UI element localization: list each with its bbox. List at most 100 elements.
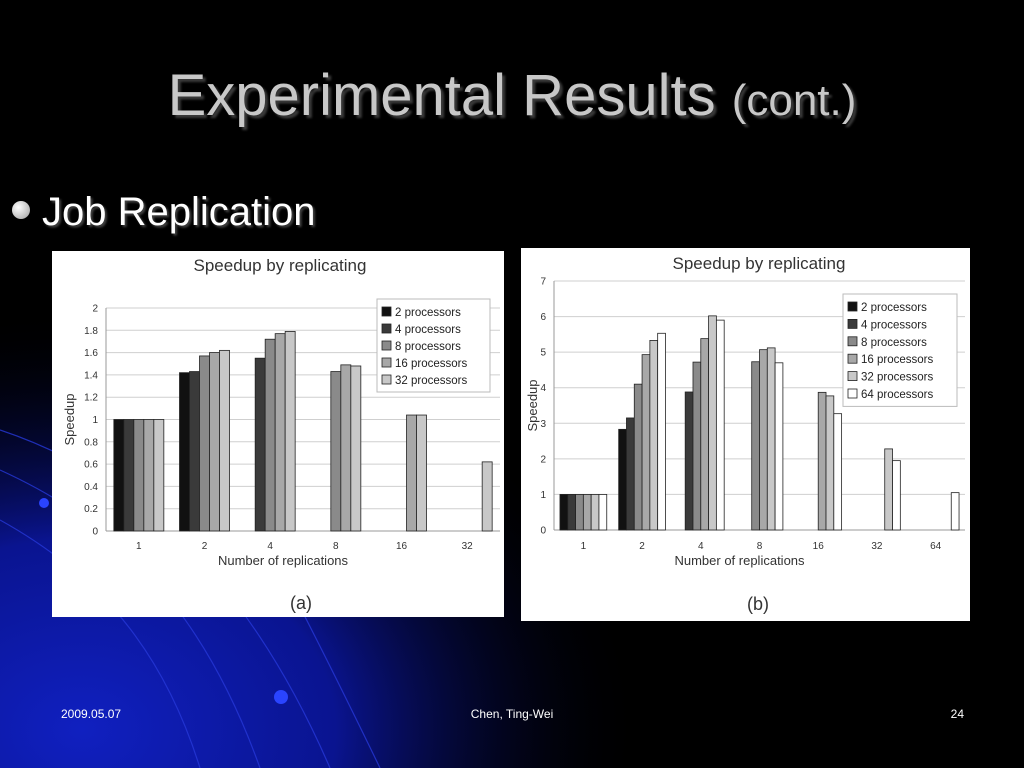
x-tick-label: 16 (396, 541, 408, 552)
bar (330, 371, 342, 532)
bullet-text: Job Replication (42, 190, 316, 234)
bar (708, 315, 717, 531)
y-tick-label: 1 (92, 415, 98, 426)
chart-panel-a: Speedup by replicating 0 0.2 0.4 0.6 0.8 1 1.2 1… (52, 251, 504, 617)
bar (751, 361, 760, 531)
bar (684, 391, 694, 531)
bar (884, 448, 893, 531)
legend-label: 16 processors (861, 354, 933, 366)
bar (143, 419, 155, 532)
slide-title-sub: (cont.) (731, 76, 857, 125)
bar (582, 494, 592, 531)
bar (657, 332, 666, 531)
legend-swatch (381, 306, 392, 317)
bullet-icon (12, 201, 30, 220)
bar (189, 371, 200, 532)
y-tick-label: 5 (540, 348, 546, 359)
bar (618, 428, 627, 531)
y-tick-label: 4 (540, 383, 546, 394)
bar (123, 419, 135, 532)
legend-label: 2 processors (395, 307, 461, 319)
y-tick-label: 0.8 (84, 437, 98, 448)
chart-title: Speedup by replicating (673, 254, 846, 273)
bar (179, 372, 190, 532)
x-tick-label: 2 (639, 541, 645, 552)
legend-swatch (381, 323, 392, 334)
y-tick-label: 1.6 (84, 348, 98, 359)
bar (590, 494, 600, 531)
legend-label: 32 processors (861, 372, 933, 384)
legend-box (842, 293, 958, 407)
x-tick-label: 8 (757, 541, 763, 552)
legend-label: 32 processors (395, 375, 467, 387)
bar (892, 460, 901, 531)
chart-b: Speedup by replicating 0 1 2 3 4 5 6 7 Speedup 1 2 4… (525, 254, 965, 614)
legend-label: 2 processors (861, 302, 927, 314)
bullet-item: Job Replication (12, 190, 316, 235)
x-tick-label: 64 (930, 541, 942, 552)
y-tick-label: 2 (540, 454, 546, 465)
bar (133, 419, 145, 532)
bar (633, 383, 643, 531)
y-tick-label: 1 (540, 490, 546, 501)
y-tick-label: 6 (540, 312, 546, 323)
x-tick-label: 32 (871, 541, 883, 552)
bar (825, 395, 835, 531)
y-tick-label: 0.6 (84, 460, 98, 471)
y-tick-label: 1.8 (84, 326, 98, 337)
y-tick-label: 1.4 (84, 370, 98, 381)
y-axis-label: Speedup (62, 393, 77, 445)
bar (567, 494, 576, 531)
x-tick-label: 1 (136, 541, 142, 552)
x-tick-label: 8 (333, 541, 339, 552)
bar (219, 349, 230, 532)
legend-label: 16 processors (395, 358, 467, 370)
chart-panel-b: Speedup by replicating 0 1 2 3 4 5 6 7 Speedup 1 2 4… (521, 248, 970, 621)
y-tick-label: 3 (540, 419, 546, 430)
y-tick-label: 1.2 (84, 393, 98, 404)
bar (284, 331, 296, 532)
y-axis-label: Speedup (525, 379, 540, 431)
chart-a: Speedup by replicating 0 0.2 0.4 0.6 0.8 1 1.2 1… (62, 256, 500, 613)
bar (406, 414, 417, 532)
bar (700, 338, 709, 531)
bar (113, 419, 125, 532)
legend-label: 4 processors (861, 319, 927, 331)
x-tick-label: 2 (202, 541, 208, 552)
bar (264, 338, 276, 532)
x-axis-label: Number of replications (218, 553, 349, 568)
legend-swatch (847, 371, 858, 381)
y-tick-label: 0 (540, 526, 546, 537)
bar (817, 391, 827, 531)
legend-swatch (847, 319, 858, 329)
bar (416, 414, 427, 532)
footer-date: 2009.05.07 (61, 707, 122, 721)
bar (715, 319, 725, 531)
chart-title: Speedup by replicating (194, 256, 367, 275)
legend-swatch (381, 374, 392, 385)
legend-swatch (847, 301, 858, 312)
bar (209, 352, 220, 532)
y-tick-label: 0 (92, 527, 98, 538)
x-tick-label: 4 (267, 541, 273, 552)
bar (626, 417, 635, 531)
bar (199, 355, 210, 532)
bar (833, 413, 843, 531)
bar (274, 333, 286, 532)
y-tick-label: 2 (92, 304, 98, 315)
bar (649, 340, 659, 531)
x-axis-label: Number of replications (674, 553, 805, 568)
bar (774, 362, 784, 531)
legend-swatch (847, 353, 858, 364)
x-tick-label: 4 (698, 541, 704, 552)
bar (766, 347, 776, 531)
bar (950, 492, 960, 531)
bar (559, 494, 569, 531)
x-tick-label: 1 (581, 541, 587, 552)
legend-swatch (847, 388, 858, 399)
bar (254, 357, 266, 532)
footer-author: Chen, Ting-Wei (470, 707, 554, 721)
legend-label: 4 processors (395, 324, 461, 336)
bar (481, 461, 493, 532)
chart-caption: (b) (747, 594, 769, 614)
